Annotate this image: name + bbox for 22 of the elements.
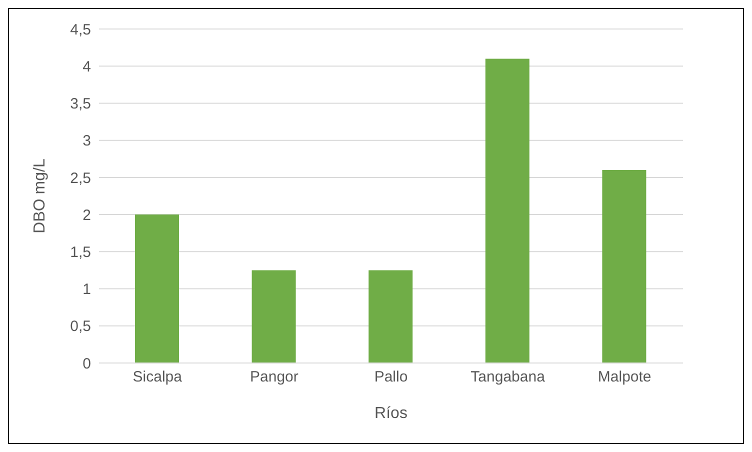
x-tick-label: Sicalpa bbox=[132, 368, 183, 386]
x-tick-label: Pangor bbox=[250, 368, 298, 386]
y-tick-label: 2,5 bbox=[70, 170, 91, 187]
y-tick-label: 1 bbox=[82, 281, 91, 298]
bar bbox=[602, 170, 646, 363]
bar bbox=[252, 270, 296, 363]
y-tick-label: 2 bbox=[82, 206, 91, 224]
y-tick-label: 1,5 bbox=[70, 244, 91, 261]
y-axis-title: DBO mg/L bbox=[32, 158, 49, 234]
y-tick-label: 0 bbox=[82, 355, 91, 372]
y-tick-label: 0,5 bbox=[70, 318, 91, 336]
y-tick-label: 4,5 bbox=[70, 21, 91, 38]
x-axis-title: Ríos bbox=[374, 405, 408, 422]
x-tick-label: Tangabana bbox=[470, 368, 546, 386]
bar bbox=[135, 214, 179, 363]
y-tick-label: 4 bbox=[82, 58, 91, 76]
x-tick-label: Malpote bbox=[598, 368, 652, 386]
x-tick-label: Pallo bbox=[374, 368, 408, 386]
y-tick-label: 3,5 bbox=[70, 96, 91, 113]
bar bbox=[485, 58, 530, 363]
bar bbox=[368, 270, 413, 363]
y-tick-label: 3 bbox=[82, 132, 91, 150]
